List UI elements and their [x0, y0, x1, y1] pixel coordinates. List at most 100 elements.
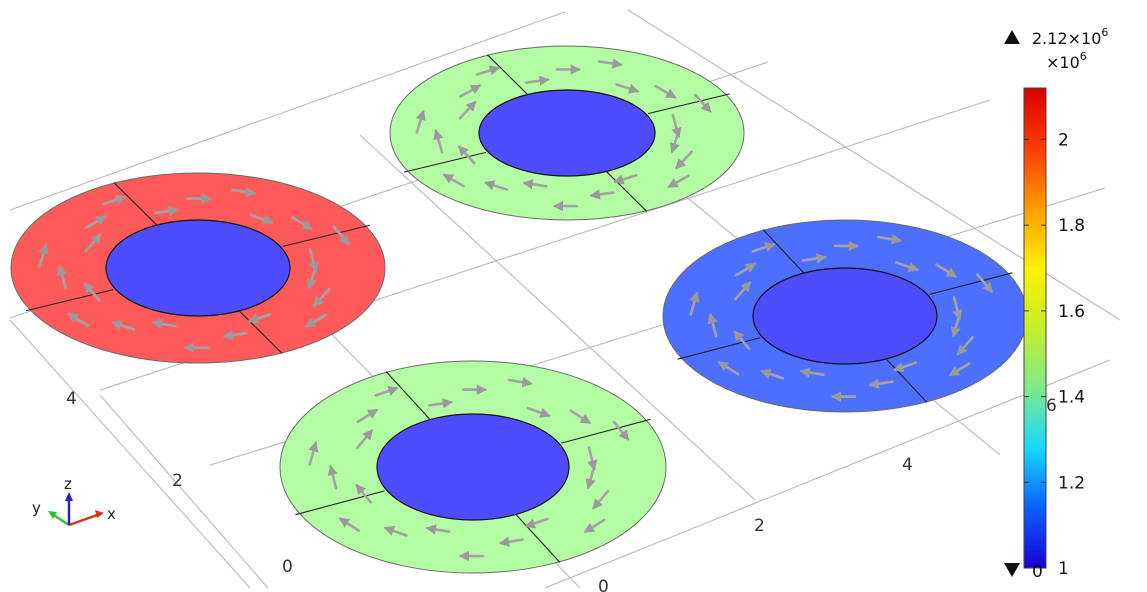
flow-arrow: [526, 406, 551, 418]
flow-arrow: [583, 518, 606, 533]
partition-line: [404, 151, 487, 173]
flow-arrow: [801, 253, 827, 264]
flow-arrow: [308, 441, 319, 466]
partition-line: [762, 229, 805, 274]
flow-arrow: [483, 180, 509, 191]
colorbar-tick-label: 1.8: [1058, 216, 1085, 236]
partition-line: [561, 418, 651, 444]
partition-line: [385, 371, 431, 420]
rings-layer: [10, 45, 1028, 574]
flow-arrow: [671, 113, 682, 139]
y-tick-label: 4: [66, 389, 77, 409]
flow-arrow: [459, 84, 482, 98]
flow-arrow: [507, 377, 533, 388]
flow-arrow: [948, 362, 971, 377]
colorbar-tick-label: 1.6: [1058, 302, 1085, 322]
color-legend: 2.12×106 ×106 2 1.8 1.6 1.4 1.2 1 0: [1004, 26, 1108, 582]
triad-x-label: x: [107, 505, 116, 523]
flow-arrow: [952, 296, 963, 321]
partition-line: [295, 490, 385, 516]
flow-arrow: [592, 489, 610, 510]
ring-bottom-center: [279, 360, 667, 574]
flow-arrow: [231, 186, 257, 198]
flow-arrow: [356, 408, 379, 424]
triad-x-arrowhead: [95, 510, 104, 518]
axis-ticks: 4 2 0 0 2 4 6: [66, 389, 1057, 592]
flow-arrow: [868, 378, 894, 389]
flow-arrow: [498, 536, 524, 547]
flow-arrow: [597, 58, 623, 69]
flow-arrow: [102, 194, 127, 206]
flow-arrow: [151, 318, 177, 330]
partition-line: [486, 54, 528, 95]
x-tick-label: 0: [598, 577, 609, 592]
flow-arrow: [613, 174, 638, 185]
partition-line: [25, 289, 114, 312]
flow-arrow: [383, 525, 408, 537]
flow-arrow: [332, 225, 351, 246]
flow-arrow: [442, 173, 465, 188]
flow-arrow: [249, 213, 274, 225]
min-value-label: 0: [1032, 562, 1043, 582]
flow-arrow: [734, 262, 757, 277]
grid-line: [359, 134, 756, 501]
flow-arrow: [415, 109, 426, 134]
y-tick-label: 2: [172, 471, 183, 491]
flow-arrow: [799, 367, 825, 378]
colorbar-ticks: 2 1.8 1.6 1.4 1.2 1: [1024, 130, 1085, 579]
flow-arrow: [57, 264, 68, 290]
grid-line: [99, 394, 269, 589]
flow-arrow: [425, 524, 451, 535]
ring-core: [376, 413, 570, 521]
flow-arrow: [751, 242, 776, 253]
flow-arrow: [308, 248, 319, 273]
flow-arrow: [524, 75, 550, 86]
triad-y-label: y: [32, 499, 41, 517]
flow-arrow: [67, 312, 90, 327]
flow-arrow: [587, 446, 598, 471]
ring-core: [752, 267, 938, 365]
axis-triad: x y z: [32, 475, 116, 527]
partition-line: [282, 224, 371, 247]
flow-arrow: [38, 243, 49, 268]
flow-arrow: [110, 320, 136, 331]
max-value-label: 2.12×106: [1032, 26, 1108, 48]
flow-arrow: [589, 189, 615, 200]
partition-line: [647, 93, 730, 115]
flow-arrow: [433, 128, 444, 154]
flow-arrow: [892, 361, 918, 373]
ring-right: [662, 219, 1028, 413]
partition-line: [239, 310, 283, 354]
flow-arrow: [569, 409, 592, 424]
multiplier-label: ×106: [1046, 50, 1087, 72]
ring-core: [478, 89, 656, 177]
colorbar-tick-label: 2: [1058, 130, 1069, 150]
triad-y-arrowhead: [48, 511, 57, 519]
triad-z-label: z: [64, 475, 72, 493]
ring-top-left: [10, 172, 386, 364]
flow-arrow: [374, 385, 399, 397]
flow-arrow: [693, 93, 712, 113]
flow-arrow: [654, 84, 677, 99]
partition-line: [929, 272, 1013, 295]
flow-arrow: [475, 65, 501, 76]
flow-arrow: [760, 368, 785, 380]
colorbar-tick-label: 1: [1058, 559, 1069, 579]
flow-arrow: [689, 291, 700, 316]
max-triangle-icon: [1004, 30, 1020, 44]
flow-arrow: [876, 234, 903, 245]
flow-arrow: [312, 287, 331, 307]
x-tick-label: 6: [1046, 396, 1057, 416]
flow-arrow: [222, 329, 248, 341]
triad-z-arrowhead: [65, 492, 73, 501]
flow-arrow: [956, 336, 975, 356]
ring-core: [105, 219, 291, 317]
flow-arrow: [976, 273, 993, 293]
flow-arrow: [675, 150, 694, 170]
flow-arrow: [427, 398, 454, 409]
triad-y-axis: [51, 512, 70, 527]
partition-line: [515, 514, 561, 563]
flow-arrow: [304, 313, 327, 328]
flow-arrow: [84, 233, 102, 253]
